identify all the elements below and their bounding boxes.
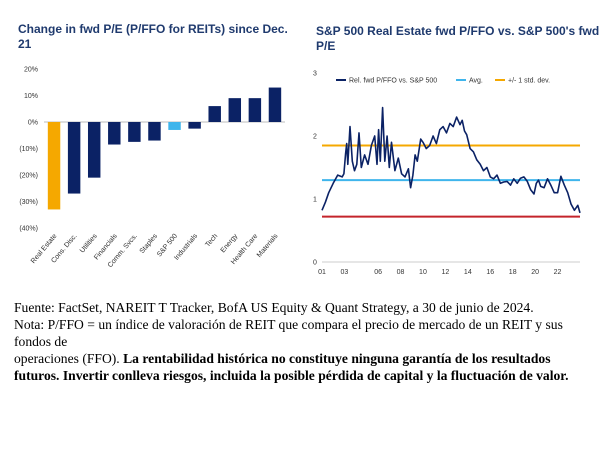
- bar-ytick-label: (30%): [19, 199, 38, 206]
- bar-ytick-label: 20%: [24, 67, 38, 74]
- bar-chart-title: Change in fwd P/E (P/FFO for REITs) sinc…: [18, 22, 288, 51]
- bar-staples: [148, 122, 161, 141]
- line-ytick-label: 0: [313, 260, 317, 267]
- disclaimer-bold: La rentabilidad histórica no constituye …: [14, 351, 569, 383]
- legend-label-average: Avg.: [469, 78, 483, 85]
- line-xtick-label: 20: [531, 269, 539, 276]
- bar-real-estate: [47, 122, 61, 210]
- bar-ytick-label: (20%): [19, 173, 38, 180]
- line-xtick-label: 06: [374, 269, 382, 276]
- bar-energy: [228, 98, 242, 122]
- source-note: Fuente: FactSet, NAREIT T Tracker, BofA …: [14, 300, 534, 315]
- line-xtick-label: 08: [397, 269, 405, 276]
- line-xtick-label: 12: [441, 269, 449, 276]
- bar-ytick-label: 10%: [24, 93, 38, 100]
- bar-s-p-500: [168, 122, 181, 130]
- bar-materials: [268, 87, 282, 122]
- line-chart-title: S&P 500 Real Estate fwd P/FFO vs. S&P 50…: [316, 24, 600, 53]
- line-xtick-label: 10: [419, 269, 427, 276]
- bar-ytick-label: 0%: [28, 120, 38, 127]
- bar-tech: [208, 106, 221, 122]
- definition-note: Nota: P/FFO = un índice de valoración de…: [14, 317, 563, 349]
- legend-label-relative: Rel. fwd P/FFO vs. S&P 500: [349, 78, 437, 85]
- line-xtick-label: 03: [341, 269, 349, 276]
- bar-ytick-label: (40%): [19, 226, 38, 233]
- disclaimer-note: operaciones (FFO). La rentabilidad histó…: [14, 350, 599, 384]
- footnotes: Fuente: FactSet, NAREIT T Tracker, BofA …: [14, 299, 599, 384]
- line-ytick-label: 1: [313, 197, 317, 204]
- bar-ytick-label: (10%): [19, 146, 38, 153]
- line-xtick-label: 01: [318, 269, 326, 276]
- line-xtick-label: 22: [554, 269, 562, 276]
- bar-utilities: [87, 122, 101, 178]
- disclaimer-plain: operaciones (FFO).: [14, 351, 124, 366]
- bar-financials: [108, 122, 121, 145]
- bar-health-care: [248, 98, 262, 122]
- line-ytick-label: 2: [313, 134, 317, 141]
- line-xtick-label: 16: [486, 269, 494, 276]
- relative-pffo-series: [321, 106, 581, 214]
- bar-chart: 20%10%0%(10%)(20%)(30%)(40%)Real EstateC…: [19, 67, 285, 269]
- bar-comm-svcs-: [128, 122, 141, 142]
- line-xtick-label: 18: [509, 269, 517, 276]
- bar-cons-disc-: [67, 122, 81, 194]
- line-ytick-label: 3: [313, 71, 317, 78]
- bar-industrials: [188, 122, 201, 129]
- line-xtick-label: 14: [464, 269, 472, 276]
- legend-label-std-dev: +/- 1 std. dev.: [508, 78, 550, 85]
